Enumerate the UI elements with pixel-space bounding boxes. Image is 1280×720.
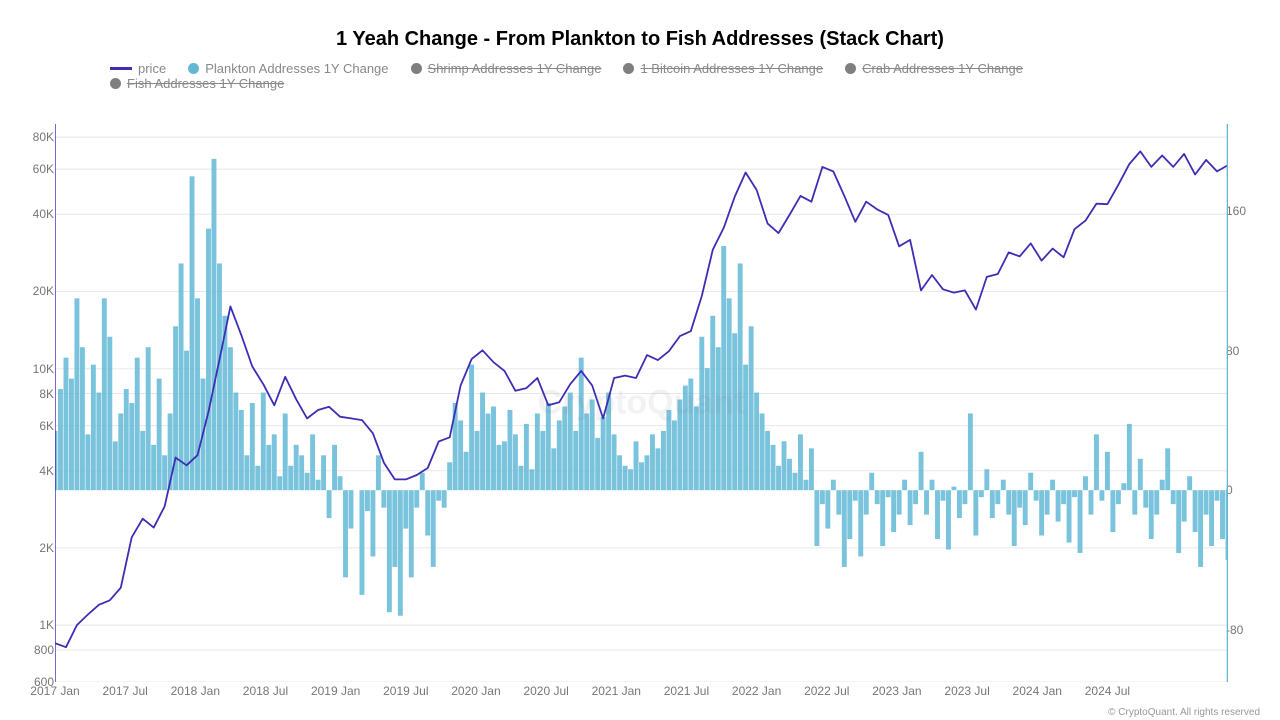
x-tick-label: 2017 Jul [102,684,147,698]
plot-area: CryptoQuant [55,124,1228,682]
x-tick-label: 2022 Jan [732,684,781,698]
legend-dot-marker [845,63,856,74]
legend-dot-marker [411,63,422,74]
bar-series [55,159,1228,616]
legend-item[interactable]: Fish Addresses 1Y Change [110,76,284,91]
x-tick-label: 2021 Jan [592,684,641,698]
x-tick-label: 2023 Jan [872,684,921,698]
y-left-tick-label: 10K [6,362,54,376]
y-right-tick-label: -80 [1226,623,1274,637]
legend-dot-marker [188,63,199,74]
y-axis-right-labels: -80 0 80 160 [1226,124,1274,682]
x-tick-label: 2023 Jul [944,684,989,698]
y-left-tick-label: 800 [6,643,54,657]
legend-dot-marker [623,63,634,74]
x-axis-labels: 2017 Jan2017 Jul2018 Jan2018 Jul2019 Jan… [55,684,1228,706]
legend-item[interactable]: Shrimp Addresses 1Y Change [411,61,602,76]
y-right-tick-label: 0 [1226,483,1274,497]
legend-item[interactable]: Plankton Addresses 1Y Change [188,61,388,76]
legend: price Plankton Addresses 1Y Change Shrimp … [0,51,1280,91]
y-left-tick-label: 80K [6,130,54,144]
legend-label: 1 Bitcoin Addresses 1Y Change [640,61,823,76]
x-tick-label: 2017 Jan [30,684,79,698]
y-right-tick-label: 160 [1226,204,1274,218]
y-left-tick-label: 40K [6,207,54,221]
x-tick-label: 2020 Jan [451,684,500,698]
legend-label: Fish Addresses 1Y Change [127,76,284,91]
legend-item[interactable]: price [110,61,166,76]
x-tick-label: 2022 Jul [804,684,849,698]
legend-label: Crab Addresses 1Y Change [862,61,1023,76]
y-left-tick-label: 60K [6,162,54,176]
x-tick-label: 2018 Jul [243,684,288,698]
y-left-tick-label: 1K [6,618,54,632]
y-left-tick-label: 20K [6,284,54,298]
x-tick-label: 2019 Jul [383,684,428,698]
credit-text: © CryptoQuant. All rights reserved [1108,707,1260,718]
x-tick-label: 2020 Jul [523,684,568,698]
x-tick-label: 2018 Jan [171,684,220,698]
y-left-tick-label: 8K [6,387,54,401]
x-tick-label: 2019 Jan [311,684,360,698]
legend-dot-marker [110,78,121,89]
chart-container: 1 Yeah Change - From Plankton to Fish Ad… [0,0,1280,720]
plot-svg [55,124,1228,682]
x-tick-label: 2024 Jul [1085,684,1130,698]
chart-title: 1 Yeah Change - From Plankton to Fish Ad… [0,0,1280,51]
x-tick-label: 2024 Jan [1013,684,1062,698]
legend-label: Shrimp Addresses 1Y Change [428,61,602,76]
y-right-tick-label: 80 [1226,344,1274,358]
y-left-tick-label: 4K [6,464,54,478]
x-tick-label: 2021 Jul [664,684,709,698]
y-axis-left-labels: 6008001K2K4K6K8K10K20K40K60K80K [6,124,54,682]
legend-item[interactable]: 1 Bitcoin Addresses 1Y Change [623,61,823,76]
y-left-tick-label: 2K [6,541,54,555]
legend-label: price [138,61,166,76]
legend-line-marker [110,67,132,70]
y-left-tick-label: 6K [6,419,54,433]
legend-item[interactable]: Crab Addresses 1Y Change [845,61,1023,76]
legend-label: Plankton Addresses 1Y Change [205,61,388,76]
